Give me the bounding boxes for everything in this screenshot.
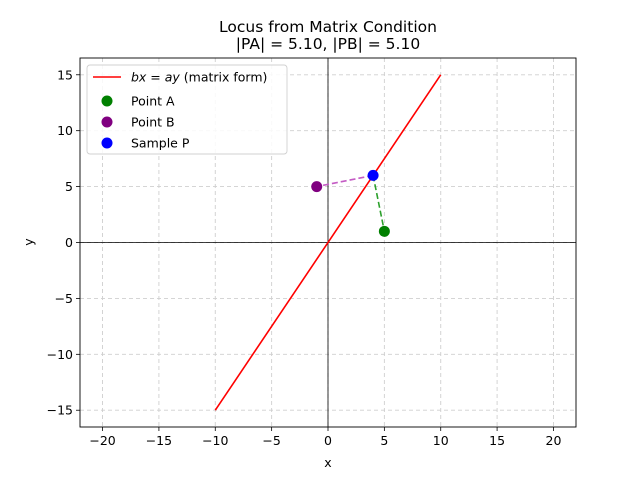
legend-marker-sample-p [101,137,113,149]
legend-label-math: bx = ay [131,70,180,85]
legend-label-point-a: Point A [131,94,175,109]
point-point-b [311,181,323,193]
chart-title-line-1: Locus from Matrix Condition [219,18,437,36]
legend-marker-point-b [101,116,113,128]
y-tick-label: −5 [55,291,73,306]
legend: bx = ay (matrix form) Point A Point B Sampl… [86,64,288,155]
y-tick-label: 5 [65,179,73,194]
legend-box [86,64,288,155]
y-axis-label: y [21,238,36,246]
y-tick-label: 15 [57,67,73,82]
x-tick-label: 20 [546,433,562,448]
legend-label-locus: bx = ay (matrix form) [131,70,267,85]
x-tick-label: −5 [262,433,280,448]
distance-segment [316,174,374,188]
x-tick-label: −20 [89,433,115,448]
x-tick-label: 5 [380,433,388,448]
distance-segment [372,175,386,232]
locus-line [214,74,442,411]
y-tick-label: −15 [47,403,73,418]
x-tick-label: 15 [489,433,505,448]
x-tick-label: 10 [433,433,449,448]
point-point-a [378,225,390,237]
legend-label-point-b: Point B [131,115,175,130]
y-tick-label: −10 [47,347,73,362]
y-tick-label: 10 [57,123,73,138]
x-tick-label: 0 [324,433,332,448]
legend-label-sample-p: Sample P [131,136,190,151]
x-tick-label: −10 [202,433,228,448]
point-sample-p [367,169,379,181]
x-axis-label: x [324,455,331,470]
chart-title-line-2: |PA| = 5.10, |PB| = 5.10 [236,35,420,53]
x-tick-label: −15 [146,433,172,448]
legend-marker-point-a [101,95,113,107]
y-tick-label: 0 [65,235,73,250]
legend-label-suffix: (matrix form) [180,70,268,85]
